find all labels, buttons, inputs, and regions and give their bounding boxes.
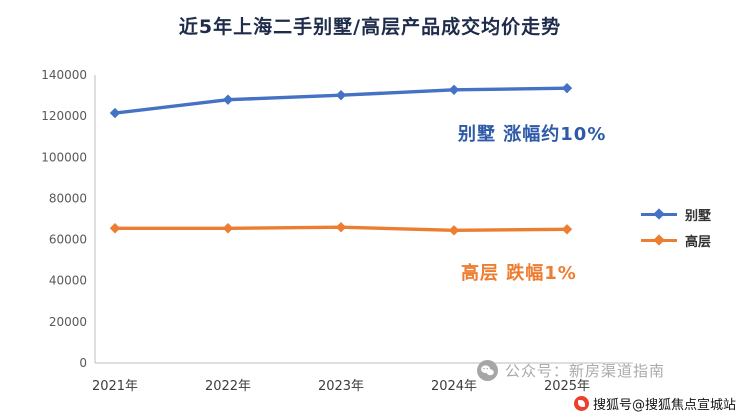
watermark: 公众号：新房渠道指南 <box>477 360 665 381</box>
chart-title: 近5年上海二手别墅/高层产品成交均价走势 <box>178 16 562 38</box>
legend-marker-highrise <box>653 234 665 246</box>
data-point-marker <box>222 223 234 234</box>
y-axis-tick-label: 0 <box>79 356 87 370</box>
y-axis-tick-label: 80000 <box>49 191 87 205</box>
data-point-marker <box>222 94 234 105</box>
y-axis-tick-label: 60000 <box>49 233 87 247</box>
legend-label-villa: 别墅 <box>685 208 712 224</box>
source-credit: 搜狐号@搜狐焦点宣城站 <box>571 393 738 413</box>
legend-item-villa: 别墅 <box>641 201 711 227</box>
data-point-marker <box>109 107 121 119</box>
data-point-marker <box>448 225 460 236</box>
y-axis-tick-label: 100000 <box>41 150 87 164</box>
wechat-icon <box>477 360 498 381</box>
x-axis-tick-label: 2025年 <box>544 379 590 394</box>
y-axis-tick-label: 20000 <box>49 315 87 329</box>
data-point-marker <box>335 222 347 233</box>
y-axis-tick-label: 140000 <box>41 68 87 82</box>
data-point-marker <box>109 223 121 234</box>
legend-item-highrise: 高层 <box>641 227 711 253</box>
villa-annotation: 别墅 涨幅约10% <box>458 124 607 145</box>
highrise-annotation: 高层 跌幅1% <box>461 263 577 284</box>
series-layer <box>109 82 573 236</box>
watermark-text: 公众号：新房渠道指南 <box>505 362 666 380</box>
source-credit-text: 搜狐号@搜狐焦点宣城站 <box>592 398 736 413</box>
legend-line-villa <box>641 208 677 220</box>
x-axis-tick-label: 2021年 <box>92 379 138 394</box>
y-axis-tick-label: 120000 <box>41 109 87 123</box>
legend-line-highrise <box>641 234 677 246</box>
data-point-marker <box>561 224 573 235</box>
sohu-icon <box>573 396 589 411</box>
x-axis-tick-label: 2023年 <box>318 379 364 394</box>
legend-label-highrise: 高层 <box>685 234 712 250</box>
x-axis-tick-label: 2024年 <box>431 379 477 394</box>
chart-legend: 别墅 高层 <box>641 201 711 253</box>
y-axis-tick-label: 40000 <box>49 274 87 288</box>
x-axis-tick-label: 2022年 <box>205 379 251 394</box>
data-point-marker <box>561 82 573 94</box>
axis-tick-labels: 0 20000 40000 60000 80000 100000 120000 140000 2… <box>41 68 590 394</box>
data-point-marker <box>448 84 460 96</box>
legend-marker-villa <box>653 208 665 220</box>
data-point-marker <box>335 89 347 101</box>
